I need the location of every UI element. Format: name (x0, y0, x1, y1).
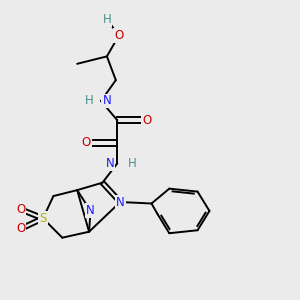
Text: O: O (16, 222, 25, 235)
Text: H: H (103, 13, 111, 26)
Text: S: S (39, 212, 47, 225)
Text: O: O (82, 136, 91, 149)
Text: O: O (16, 203, 25, 216)
Text: H: H (128, 157, 136, 170)
Text: O: O (114, 29, 123, 42)
Text: N: N (106, 157, 114, 170)
Text: N: N (86, 204, 95, 218)
Text: N: N (102, 94, 111, 107)
Text: O: O (142, 114, 152, 127)
Text: N: N (116, 196, 125, 208)
Text: H: H (85, 94, 94, 107)
